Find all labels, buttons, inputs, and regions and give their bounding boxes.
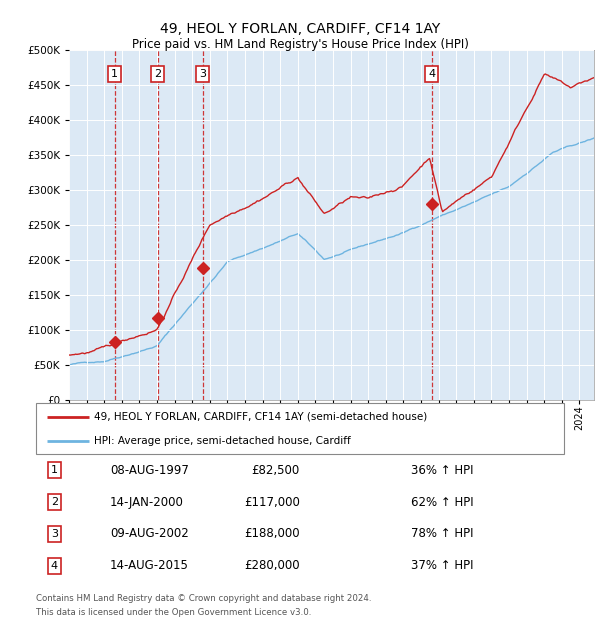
Text: 09-AUG-2002: 09-AUG-2002: [110, 528, 188, 541]
Text: 3: 3: [199, 69, 206, 79]
Text: £280,000: £280,000: [244, 559, 300, 572]
Text: £82,500: £82,500: [252, 464, 300, 477]
Text: 4: 4: [51, 560, 58, 570]
Text: 1: 1: [111, 69, 118, 79]
Text: 4: 4: [428, 69, 435, 79]
Text: HPI: Average price, semi-detached house, Cardiff: HPI: Average price, semi-detached house,…: [94, 436, 351, 446]
Text: £188,000: £188,000: [244, 528, 300, 541]
FancyBboxPatch shape: [36, 403, 564, 454]
Text: Contains HM Land Registry data © Crown copyright and database right 2024.: Contains HM Land Registry data © Crown c…: [36, 594, 371, 603]
Text: 62% ↑ HPI: 62% ↑ HPI: [411, 495, 473, 508]
Text: £117,000: £117,000: [244, 495, 300, 508]
Text: 37% ↑ HPI: 37% ↑ HPI: [411, 559, 473, 572]
Text: 1: 1: [51, 466, 58, 476]
Text: 2: 2: [154, 69, 161, 79]
Text: 49, HEOL Y FORLAN, CARDIFF, CF14 1AY: 49, HEOL Y FORLAN, CARDIFF, CF14 1AY: [160, 22, 440, 36]
Text: Price paid vs. HM Land Registry's House Price Index (HPI): Price paid vs. HM Land Registry's House …: [131, 38, 469, 51]
Text: 78% ↑ HPI: 78% ↑ HPI: [411, 528, 473, 541]
Text: This data is licensed under the Open Government Licence v3.0.: This data is licensed under the Open Gov…: [36, 608, 311, 617]
Text: 14-AUG-2015: 14-AUG-2015: [110, 559, 189, 572]
Text: 14-JAN-2000: 14-JAN-2000: [110, 495, 184, 508]
Text: 2: 2: [51, 497, 58, 507]
Text: 08-AUG-1997: 08-AUG-1997: [110, 464, 189, 477]
Text: 3: 3: [51, 529, 58, 539]
Text: 36% ↑ HPI: 36% ↑ HPI: [411, 464, 473, 477]
Text: 49, HEOL Y FORLAN, CARDIFF, CF14 1AY (semi-detached house): 49, HEOL Y FORLAN, CARDIFF, CF14 1AY (se…: [94, 412, 427, 422]
